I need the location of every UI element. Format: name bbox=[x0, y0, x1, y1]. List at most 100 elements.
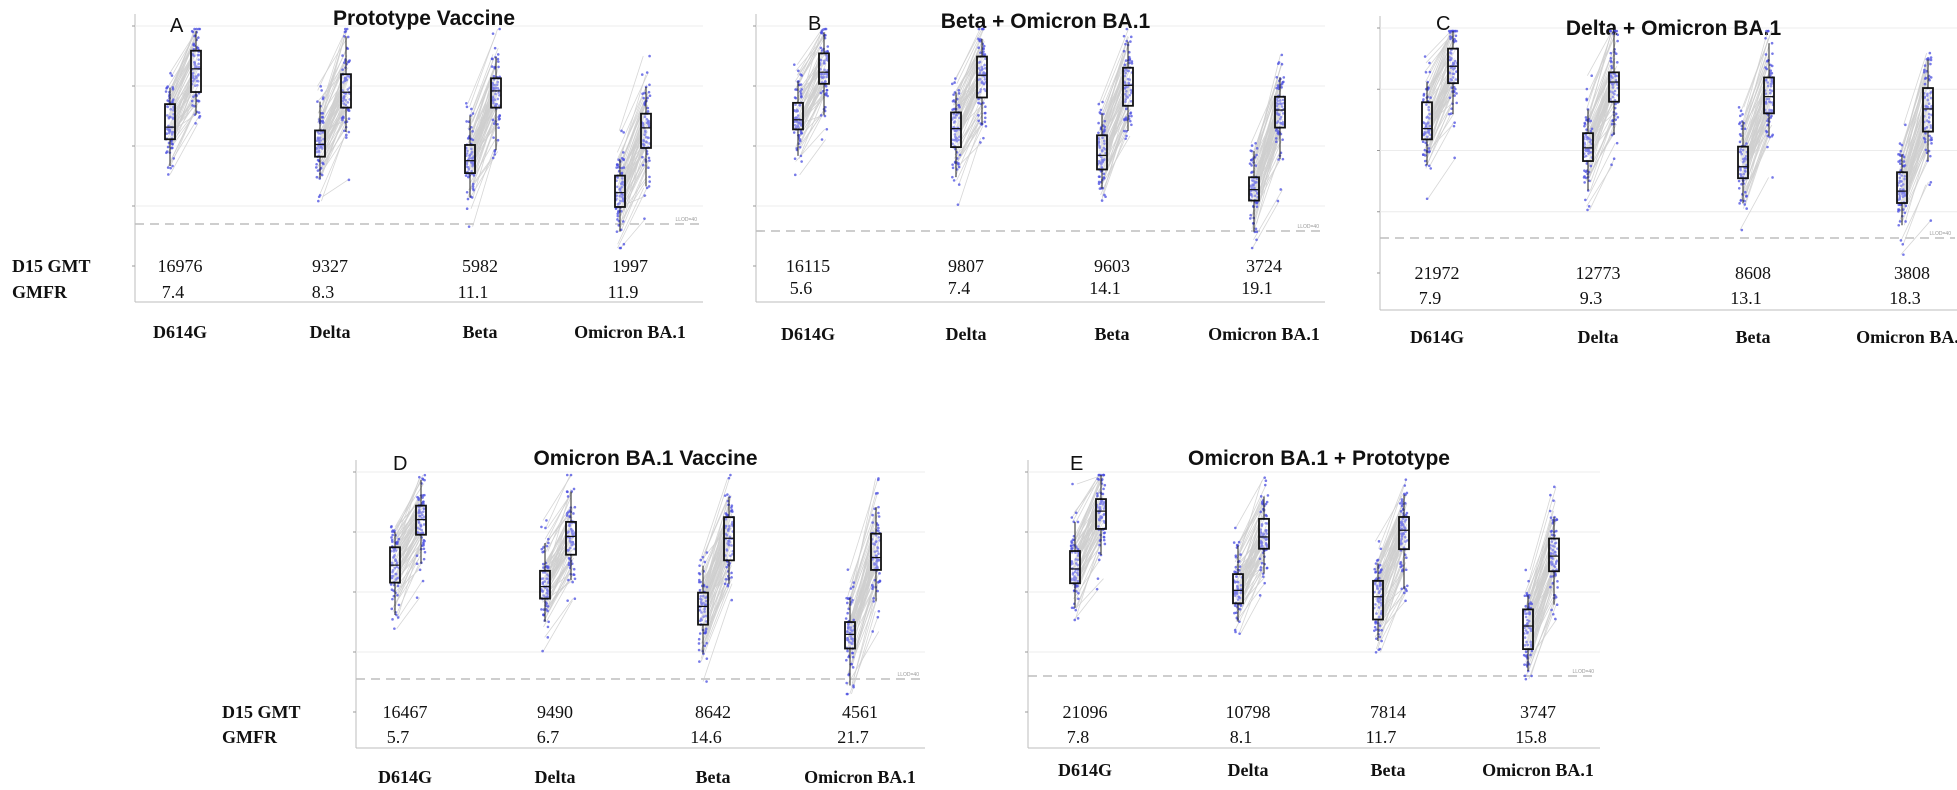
data-point bbox=[566, 495, 570, 498]
pair-line bbox=[171, 28, 197, 87]
panel-title: Omicron BA.1 + Prototype bbox=[1188, 447, 1450, 470]
data-point bbox=[546, 636, 550, 639]
data-point bbox=[794, 103, 797, 107]
data-point bbox=[1251, 170, 1254, 174]
data-point bbox=[470, 157, 473, 160]
gmfr-value: 21.7 bbox=[837, 727, 869, 747]
data-point bbox=[422, 547, 426, 551]
category-label: D614G bbox=[1410, 327, 1464, 347]
data-point bbox=[619, 187, 622, 190]
category-label: Beta bbox=[1736, 327, 1771, 347]
gmfr-value: 5.7 bbox=[387, 727, 410, 747]
pair-line bbox=[619, 144, 649, 196]
data-point bbox=[165, 151, 168, 155]
data-point bbox=[955, 129, 959, 132]
data-point bbox=[844, 617, 848, 620]
data-point bbox=[983, 78, 987, 81]
data-point bbox=[1254, 141, 1257, 145]
box bbox=[870, 532, 882, 571]
data-point bbox=[1071, 547, 1074, 550]
data-point bbox=[1584, 198, 1587, 202]
llod-label: LLOD=40 bbox=[1929, 231, 1951, 237]
pair-line bbox=[1252, 114, 1278, 185]
data-point bbox=[347, 178, 351, 182]
gmt-value: 9603 bbox=[1094, 256, 1130, 276]
data-point bbox=[644, 85, 648, 89]
data-point bbox=[1374, 562, 1378, 565]
data-point bbox=[1548, 509, 1552, 513]
data-point bbox=[1124, 42, 1127, 46]
data-point bbox=[982, 101, 985, 105]
pair-line bbox=[468, 78, 494, 163]
data-point bbox=[1556, 586, 1559, 589]
data-point bbox=[646, 96, 649, 100]
pair-line bbox=[317, 36, 349, 87]
data-point bbox=[1124, 98, 1128, 101]
category-label: Delta bbox=[535, 767, 576, 787]
data-point bbox=[1238, 632, 1241, 635]
data-point bbox=[826, 45, 830, 48]
data-point bbox=[951, 99, 955, 103]
data-point bbox=[1455, 101, 1458, 105]
pair-line bbox=[616, 86, 647, 153]
pair-line bbox=[321, 31, 346, 107]
data-point bbox=[1097, 102, 1101, 106]
data-point bbox=[823, 27, 827, 31]
gmfr-value: 7.9 bbox=[1419, 288, 1442, 308]
pair-line bbox=[320, 137, 345, 202]
data-point bbox=[342, 129, 346, 133]
box bbox=[640, 112, 652, 149]
data-point bbox=[316, 169, 320, 172]
box bbox=[1763, 76, 1775, 115]
data-point bbox=[470, 147, 473, 151]
data-point bbox=[1743, 203, 1747, 206]
pair-line bbox=[319, 60, 348, 100]
data-point bbox=[542, 566, 545, 569]
data-point bbox=[1255, 205, 1259, 208]
data-point bbox=[1745, 194, 1748, 198]
data-point bbox=[317, 199, 320, 203]
data-point bbox=[492, 136, 495, 139]
pair-line bbox=[166, 112, 195, 169]
data-point bbox=[953, 133, 957, 136]
data-point bbox=[953, 116, 957, 119]
category-label: Omicron BA.1 bbox=[1482, 760, 1594, 780]
pair-line bbox=[958, 138, 981, 205]
data-point bbox=[729, 473, 732, 477]
gmfr-value: 11.9 bbox=[608, 282, 639, 302]
data-point bbox=[645, 186, 649, 190]
data-point bbox=[1097, 175, 1101, 178]
data-point bbox=[850, 600, 853, 604]
data-point bbox=[418, 475, 421, 479]
data-point bbox=[1265, 566, 1269, 570]
data-point bbox=[1095, 492, 1099, 495]
data-point bbox=[1124, 71, 1127, 75]
box bbox=[697, 591, 709, 626]
data-point bbox=[494, 92, 497, 96]
pair-line bbox=[171, 30, 198, 76]
data-point bbox=[1586, 208, 1589, 212]
data-point bbox=[1453, 121, 1456, 124]
data-point bbox=[191, 104, 194, 107]
data-point bbox=[1738, 140, 1742, 144]
pair-line bbox=[1253, 189, 1284, 240]
llod-label: LLOD=40 bbox=[897, 672, 919, 678]
box bbox=[490, 77, 502, 109]
data-point bbox=[1455, 92, 1458, 95]
data-point bbox=[1449, 35, 1452, 38]
data-point bbox=[1523, 674, 1527, 678]
data-point bbox=[465, 190, 469, 194]
data-point bbox=[1929, 58, 1933, 62]
data-point bbox=[542, 613, 545, 617]
data-point bbox=[977, 114, 980, 117]
gmt-value: 3747 bbox=[1520, 702, 1556, 722]
data-point bbox=[797, 69, 800, 73]
data-point bbox=[465, 152, 469, 155]
pair-line bbox=[958, 123, 982, 185]
data-point bbox=[1524, 650, 1528, 654]
data-point bbox=[347, 117, 351, 121]
data-point bbox=[491, 118, 495, 122]
data-point bbox=[724, 577, 728, 581]
data-point bbox=[572, 567, 576, 571]
data-point bbox=[704, 629, 708, 633]
